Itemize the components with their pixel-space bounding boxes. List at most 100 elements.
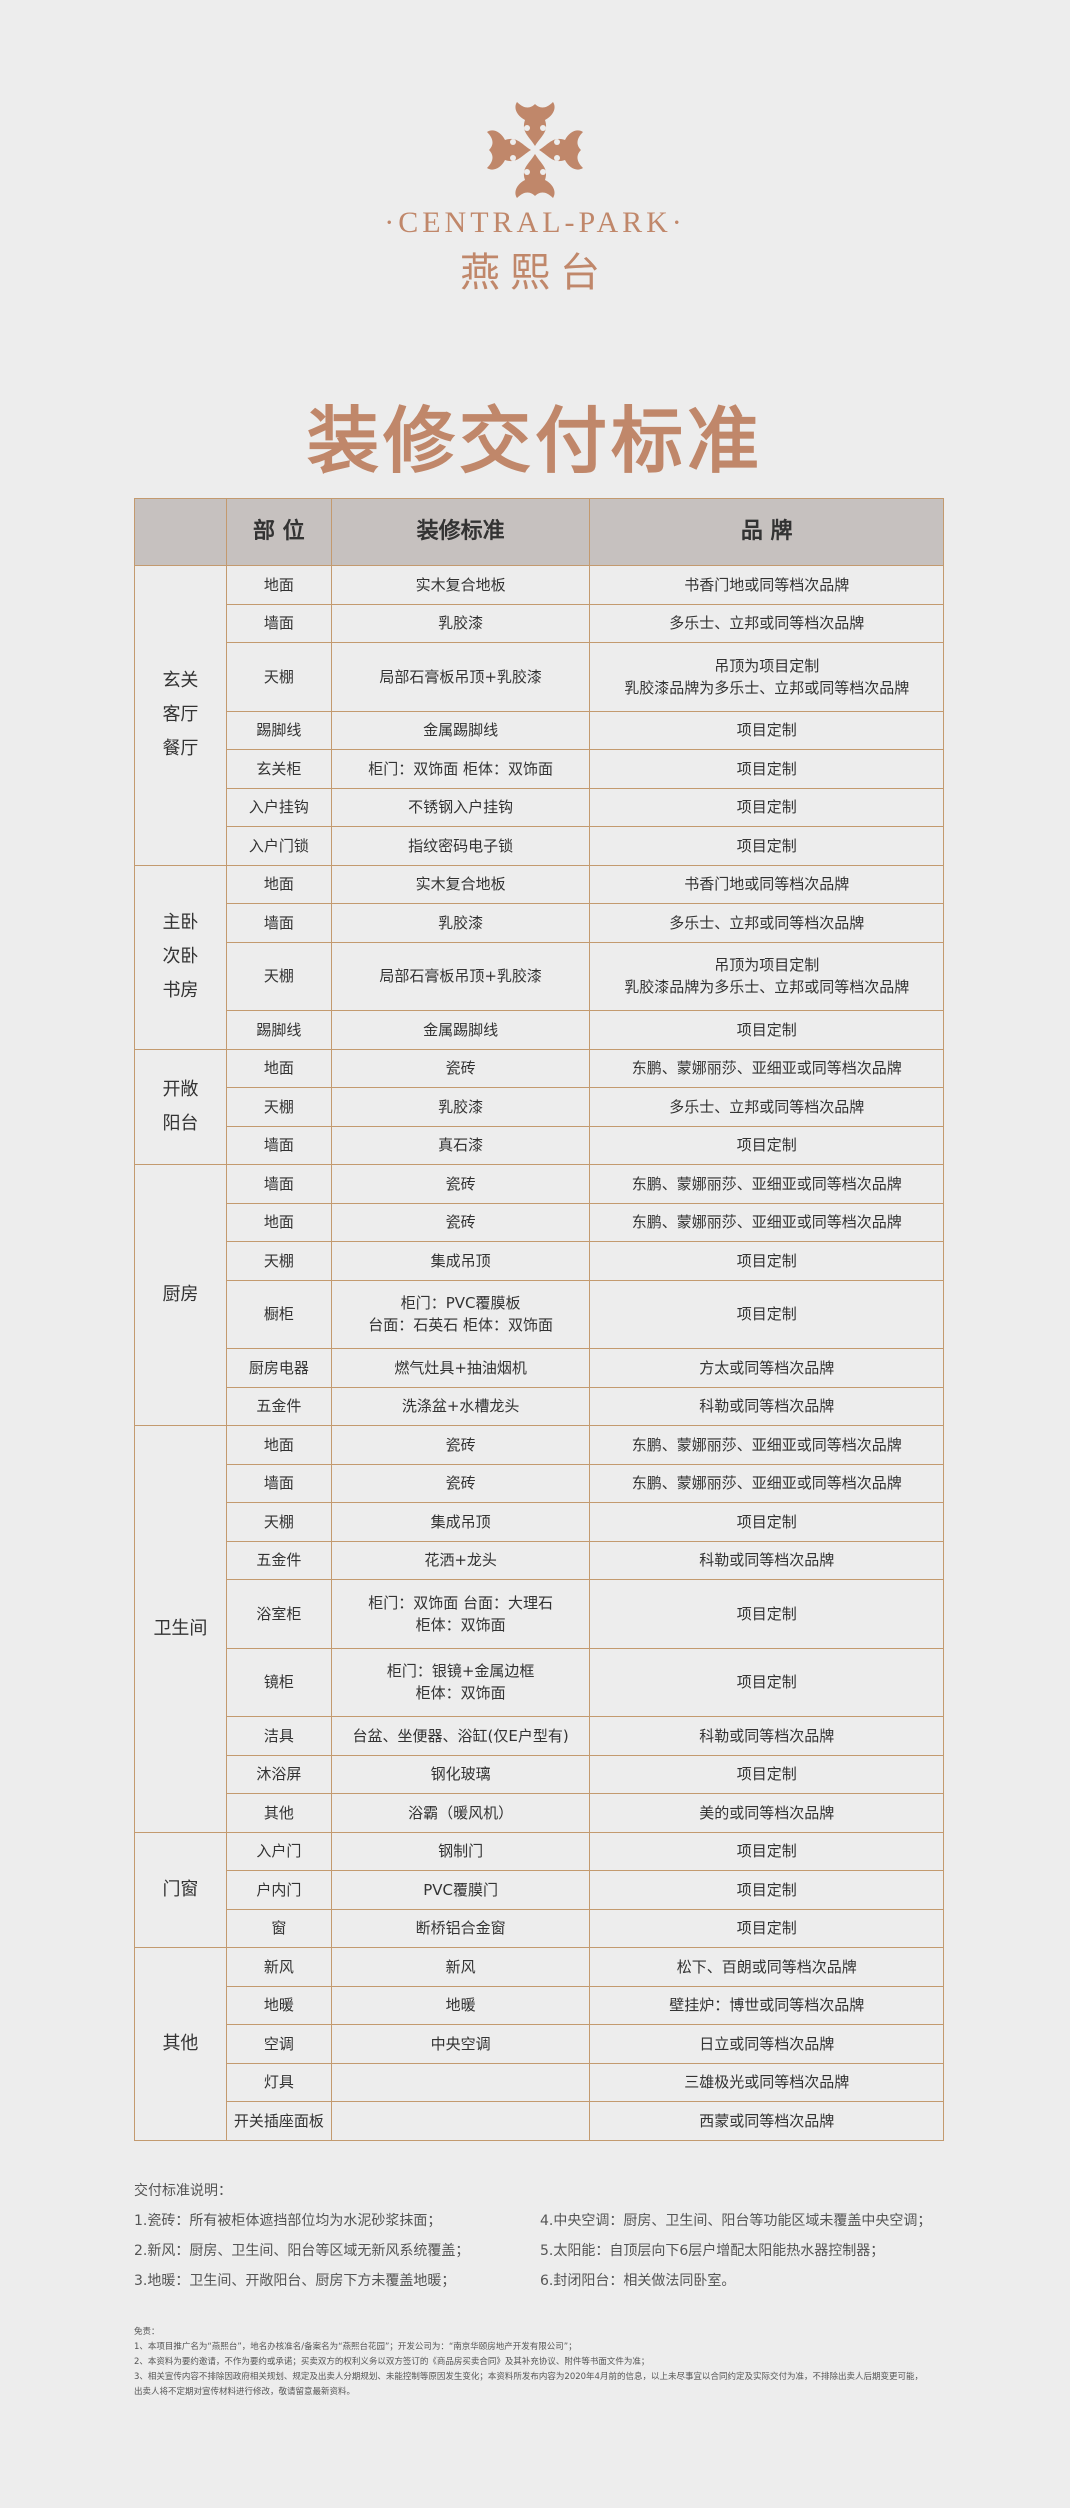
- cell-line: 钢化玻璃: [430, 1765, 491, 1784]
- cell-line: 金属踢脚线: [423, 721, 499, 740]
- cell-line: 实木复合地板: [415, 575, 506, 594]
- brand-chinese-name: 燕熙台: [460, 250, 610, 296]
- table-row: 镜柜 柜门：银镜+金属边框 柜体：双饰面 项目定制: [135, 1647, 944, 1717]
- standard-cell: 浴霸（暖风机）: [330, 1793, 591, 1833]
- cell-line: 瓷砖: [445, 1059, 476, 1078]
- disclaimer-line: 1、本项目推广名为“燕熙台”，地名办核准名/备案名为“燕熙台花园”；开发公司为：…: [134, 2342, 577, 2352]
- cell-line: 乳胶漆: [438, 913, 484, 932]
- standard-cell: 中央空调: [330, 2024, 591, 2064]
- cell-line: 不锈钢入户挂钩: [408, 798, 514, 817]
- standard-cell: 台盆、坐便器、浴缸(仅E户型有): [330, 1716, 591, 1756]
- table-row: 开关插座面板 西蒙或同等档次品牌: [135, 2101, 944, 2141]
- standard-cell: 断桥铝合金窗: [330, 1908, 591, 1948]
- cell-line: 项目定制: [736, 1673, 797, 1692]
- cell-line: 多乐士、立邦或同等档次品牌: [669, 1097, 865, 1116]
- cell-line: 项目定制: [736, 1919, 797, 1938]
- brand-cell: 松下、百朗或同等档次品牌: [589, 1947, 944, 1987]
- cell-line: 吊顶为项目定制: [714, 656, 820, 675]
- brand-cell: 多乐士、立邦或同等档次品牌: [589, 603, 944, 643]
- area-name-line: 阳台: [162, 1112, 199, 1134]
- standard-cell: 乳胶漆: [330, 903, 591, 943]
- table-row: 橱柜 柜门：PVC覆膜板 台面：石英石 柜体：双饰面 项目定制: [135, 1279, 944, 1349]
- brand-cell: 科勒或同等档次品牌: [589, 1386, 944, 1426]
- table-row: 其他 浴霸（暖风机） 美的或同等档次品牌: [135, 1793, 944, 1833]
- table-row: 地面 瓷砖 东鹏、蒙娜丽莎、亚细亚或同等档次品牌: [135, 1202, 944, 1242]
- disclaimer-line: 3、相关宣传内容不排除因政府相关规划、规定及出卖人分期规划、未能控制等原因发生变…: [134, 2372, 923, 2382]
- cell-line: 吊顶为项目定制: [714, 956, 820, 975]
- area-name-line: 玄关: [162, 670, 199, 692]
- area-name-line: 书房: [162, 980, 199, 1001]
- cell-line: 瓷砖: [445, 1435, 476, 1454]
- table-row: 天棚 局部石膏板吊顶+乳胶漆 吊顶为项目定制 乳胶漆品牌为多乐士、立邦或同等档次品牌: [135, 642, 944, 712]
- brand-cell: 项目定制: [589, 1241, 944, 1281]
- table-row: 五金件 花洒+龙头 科勒或同等档次品牌: [135, 1540, 944, 1580]
- standard-cell: 金属踢脚线: [330, 1010, 591, 1050]
- cell-line: 多乐士、立邦或同等档次品牌: [669, 614, 865, 633]
- page-title: 装修交付标准: [306, 399, 763, 483]
- table-row: 踢脚线 金属踢脚线 项目定制: [135, 1010, 944, 1050]
- note-item: 4.中央空调：厨房、卫生间、阳台等功能区域未覆盖中央空调；: [540, 2213, 932, 2229]
- area-name-line: 门窗: [162, 1878, 199, 1900]
- brand-cell: 项目定制: [589, 1647, 944, 1717]
- brand-cell: 方太或同等档次品牌: [589, 1348, 944, 1388]
- area-name-line: 客厅: [162, 704, 199, 726]
- brand-cell: 多乐士、立邦或同等档次品牌: [589, 903, 944, 943]
- table-row: 主卧 次卧 书房 地面 实木复合地板 书香门地或同等档次品牌: [134, 864, 944, 1050]
- brand-cell: 项目定制: [589, 1754, 944, 1794]
- standard-cell: 乳胶漆: [330, 1087, 591, 1127]
- table-row: 五金件 洗涤盆+水槽龙头 科勒或同等档次品牌: [135, 1386, 944, 1426]
- cell-line: 指纹密码电子锁: [408, 836, 514, 855]
- cell-line: 三雄极光或同等档次品牌: [684, 2073, 850, 2092]
- cell-line: 燃气灶具+抽油烟机: [394, 1358, 527, 1377]
- cell-line: 日立或同等档次品牌: [699, 2034, 835, 2053]
- area-cell: 开敞 阳台: [134, 1048, 227, 1165]
- header-position: 部 位: [225, 498, 332, 566]
- brand-cell: 项目定制: [589, 1870, 944, 1910]
- table-row: 墙面 真石漆 项目定制: [135, 1125, 944, 1165]
- area-cell: 卫生间: [134, 1425, 227, 1833]
- area-cell: 门窗: [134, 1831, 227, 1948]
- standard-cell: 实木复合地板: [330, 565, 591, 605]
- table-row: 卫生间 地面 瓷砖 东鹏、蒙娜丽莎、亚细亚或同等档次品牌: [134, 1425, 944, 1833]
- cell-line: 东鹏、蒙娜丽莎、亚细亚或同等档次品牌: [631, 1174, 902, 1193]
- brand-cell: 项目定制: [589, 1279, 944, 1349]
- standard-cell: 集成吊顶: [330, 1241, 591, 1281]
- position-cell: 开关插座面板: [225, 2101, 332, 2141]
- area-name-line: 厨房: [162, 1284, 199, 1305]
- cell-line: 书香门地或同等档次品牌: [684, 575, 850, 594]
- cell-line: 东鹏、蒙娜丽莎、亚细亚或同等档次品牌: [631, 1474, 902, 1493]
- cell-line: 项目定制: [736, 1880, 797, 1899]
- brand-cell: 科勒或同等档次品牌: [589, 1540, 944, 1580]
- position-cell: 地面: [225, 1048, 332, 1088]
- cell-line: 集成吊顶: [430, 1512, 491, 1531]
- standard-cell: 瓷砖: [330, 1048, 591, 1088]
- cell-line: 东鹏、蒙娜丽莎、亚细亚或同等档次品牌: [631, 1435, 902, 1454]
- position-cell: 五金件: [225, 1540, 332, 1580]
- cell-line: 项目定制: [736, 1251, 797, 1270]
- standard-cell: 集成吊顶: [330, 1502, 591, 1542]
- table-row: 浴室柜 柜门：双饰面 台面：大理石 柜体：双饰面 项目定制: [135, 1579, 944, 1649]
- note-item: 6.封闭阳台：相关做法同卧室。: [540, 2273, 736, 2289]
- table-row: 开敞 阳台 地面 瓷砖 东鹏、蒙娜丽莎、亚细亚或同等档次品牌: [134, 1048, 944, 1165]
- cell-line: 方太或同等档次品牌: [699, 1358, 835, 1377]
- table-row: 沐浴屏 钢化玻璃 项目定制: [135, 1754, 944, 1794]
- position-cell: 地面: [225, 565, 332, 605]
- position-cell: 沐浴屏: [225, 1754, 332, 1794]
- cell-line: 项目定制: [736, 1604, 797, 1623]
- cell-line: 项目定制: [736, 836, 797, 855]
- table-row: 洁具 台盆、坐便器、浴缸(仅E户型有) 科勒或同等档次品牌: [135, 1716, 944, 1756]
- standard-cell: [330, 2101, 591, 2141]
- cell-line: 项目定制: [736, 1842, 797, 1861]
- cell-line: 书香门地或同等档次品牌: [684, 875, 850, 894]
- cell-line: 浴霸（暖风机）: [408, 1803, 514, 1822]
- table-row: 窗 断桥铝合金窗 项目定制: [135, 1908, 944, 1948]
- brand-cell: 日立或同等档次品牌: [589, 2024, 944, 2064]
- standard-cell: 钢制门: [330, 1831, 591, 1871]
- standard-cell: PVC覆膜门: [330, 1870, 591, 1910]
- table-row: 玄关 客厅 餐厅 地面 实木复合地板 书香门地或同等档次品牌: [134, 565, 944, 866]
- area-name-line: 次卧: [162, 946, 199, 967]
- standard-cell: 局部石膏板吊顶+乳胶漆: [330, 642, 591, 712]
- position-cell: 入户门锁: [225, 826, 332, 866]
- cell-line: 柜门：银镜+金属边框: [386, 1662, 535, 1681]
- cell-line: 项目定制: [736, 1020, 797, 1039]
